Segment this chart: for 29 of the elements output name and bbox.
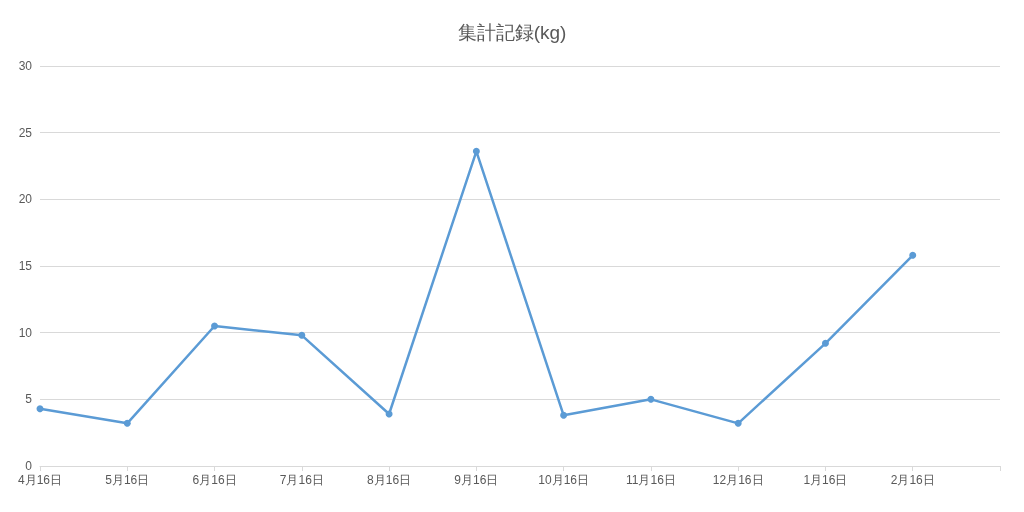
x-tick-label: 8月16日 <box>367 473 412 487</box>
point <box>472 147 480 155</box>
x-tick-label: 6月16日 <box>192 473 237 487</box>
y-tick-label: 30 <box>18 59 33 73</box>
point <box>647 395 655 403</box>
x-tick-label: 12月16日 <box>712 473 764 487</box>
x-tick-label: 5月16日 <box>105 473 150 487</box>
point <box>909 251 917 259</box>
chart-title: 集計記録(kg) <box>457 22 567 43</box>
y-tick-label: 5 <box>25 392 33 407</box>
y-tick-label: 15 <box>18 259 33 273</box>
point <box>211 322 219 330</box>
point <box>560 411 568 419</box>
x-tick-label: 2月16日 <box>890 473 935 487</box>
point <box>821 339 829 347</box>
y-tick-label: 0 <box>25 459 33 473</box>
y-tick-label: 10 <box>18 325 33 340</box>
y-tick-label: 20 <box>18 192 33 207</box>
point <box>123 419 131 427</box>
x-tick-label: 10月16日 <box>538 473 589 487</box>
x-tick-label: 7月16日 <box>279 473 324 487</box>
x-tick-label: 1月16日 <box>803 473 848 487</box>
point <box>734 419 742 427</box>
point <box>298 331 306 339</box>
point <box>36 405 44 413</box>
y-tick-label: 25 <box>18 125 33 140</box>
x-tick-label: 9月16日 <box>454 473 499 487</box>
x-tick-label: 11月16日 <box>626 473 676 487</box>
x-tick-label: 4月16日 <box>17 473 63 487</box>
